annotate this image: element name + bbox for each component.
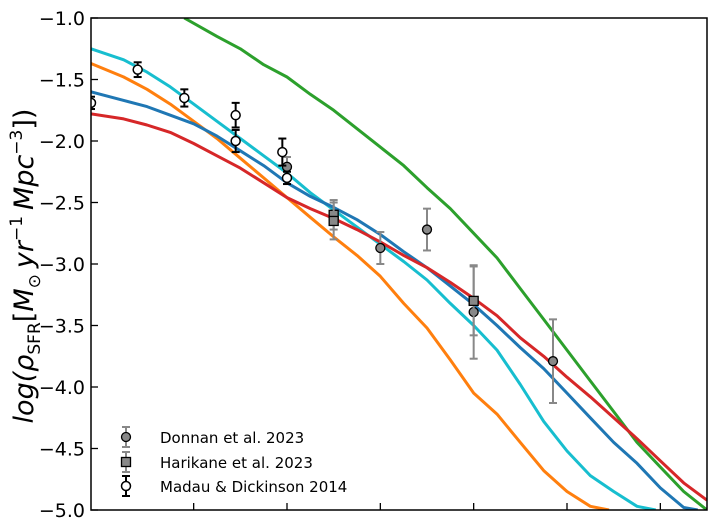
madau-point xyxy=(281,172,293,184)
y-tick-label-2: −2.0 xyxy=(39,131,85,153)
legend-donnan-marker xyxy=(120,431,132,443)
legend-entry-harikane: Harikane et al. 2023 xyxy=(120,451,313,473)
y-axis-label: log(ρSFR[M⊙yr−1Mpc−3]) xyxy=(7,109,45,424)
legend-entry-madau: Madau & Dickinson 2014 xyxy=(120,475,347,497)
y-tick-label-6: −4.0 xyxy=(39,377,85,399)
legend-label-donnan: Donnan et al. 2023 xyxy=(160,429,304,447)
y-tick-label-4: −3.0 xyxy=(39,254,85,276)
legend-madau-marker xyxy=(120,480,132,492)
harikane-point xyxy=(328,215,339,227)
y-tick-label-3: −2.5 xyxy=(39,193,85,215)
donnan-point xyxy=(281,161,293,172)
y-tick-label-5: −3.5 xyxy=(39,316,85,338)
y-tick-label-1: −1.5 xyxy=(39,70,85,92)
legend-label-madau: Madau & Dickinson 2014 xyxy=(160,478,347,496)
madau-point xyxy=(230,135,241,147)
series-line-orange xyxy=(91,62,610,510)
donnan-point xyxy=(421,224,433,235)
series-line-blue xyxy=(91,90,698,510)
legend-harikane-marker xyxy=(120,456,132,468)
legend-entry-donnan: Donnan et al. 2023 xyxy=(120,426,304,448)
madau-point xyxy=(91,97,97,109)
donnan-point xyxy=(375,242,386,254)
legend-label-harikane: Harikane et al. 2023 xyxy=(160,454,313,472)
donnan-point xyxy=(547,356,559,367)
y-tick-label-0: −1.0 xyxy=(39,8,85,30)
madau-point xyxy=(179,92,190,104)
legend: Donnan et al. 2023 Harikane et al. 2023 … xyxy=(120,426,347,497)
y-tick-label-8: −5.0 xyxy=(39,500,85,522)
series-line-green xyxy=(183,18,707,510)
harikane-point xyxy=(468,295,479,307)
plot-frame xyxy=(90,17,708,511)
series-line-red xyxy=(91,112,707,502)
madau-point xyxy=(277,146,288,158)
madau-point xyxy=(230,109,241,121)
madau-point xyxy=(132,64,143,75)
y-tick-label-7: −4.5 xyxy=(39,439,85,461)
